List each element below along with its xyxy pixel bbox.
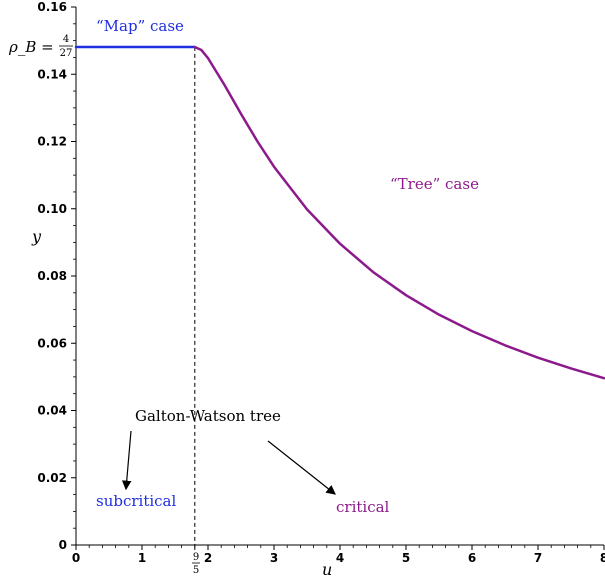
y-tick-label: 0 — [59, 538, 67, 552]
x-tick-label: 6 — [468, 551, 476, 565]
x-tick-label: 5 — [402, 551, 410, 565]
subcritical-annotation: subcritical — [96, 492, 176, 510]
x-tick-label: 7 — [534, 551, 542, 565]
nine-fifths-denominator: 5 — [193, 565, 199, 576]
rho-b-numerator: 4 — [63, 34, 69, 45]
y-tick-label: 0.04 — [37, 404, 67, 418]
x-tick-label: 2 — [204, 551, 212, 565]
tree-case-curve — [193, 45, 605, 380]
x-tick-label: 3 — [270, 551, 278, 565]
y-tick-label: 0.16 — [37, 0, 67, 14]
y-tick-label: 0.12 — [37, 135, 67, 149]
y-tick-label: 0.14 — [37, 67, 67, 81]
nine-fifths-label: 9 5 — [192, 552, 200, 576]
axes — [75, 7, 604, 546]
critical-arrow — [267, 440, 336, 495]
x-tick-label: 8 — [600, 551, 605, 565]
nine-fifths-numerator: 9 — [193, 552, 199, 563]
x-tick-label: 0 — [72, 551, 80, 565]
subcritical-arrow — [121, 430, 132, 491]
y-tick-label: 0.02 — [37, 471, 67, 485]
y-tick-label: 0.08 — [37, 269, 67, 283]
critical-annotation: critical — [336, 498, 390, 516]
tree-case-annotation: “Tree” case — [390, 175, 479, 193]
rho-b-label: ρ_B = 4 27 — [8, 34, 73, 59]
x-axis-label: u — [322, 560, 332, 579]
tick-group: 0 1 2 3 4 5 6 7 8 0 0.02 0.04 0.06 0.08 0.10 0.12 0.14 0.… — [37, 0, 605, 565]
map-case-annotation: “Map” case — [96, 17, 184, 35]
x-tick-label: 1 — [138, 551, 146, 565]
series-group — [74, 45, 605, 545]
galton-watson-annotation: Galton-Watson tree — [135, 407, 281, 425]
x-tick-label: 4 — [336, 551, 344, 565]
y-tick-label: 0.06 — [37, 336, 67, 350]
y-axis-label: y — [31, 227, 42, 246]
y-tick-label: 0.10 — [37, 202, 67, 216]
rho-b-denominator: 27 — [60, 48, 73, 59]
rho-b-lhs: ρ_B = — [8, 38, 54, 56]
